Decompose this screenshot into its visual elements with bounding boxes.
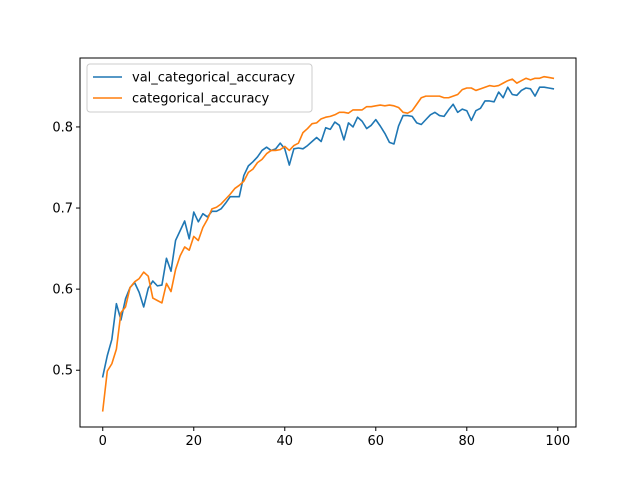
x-tick-label: 100 [545,434,570,449]
legend-label-0: val_categorical_accuracy [132,71,295,86]
legend-box [86,63,313,113]
x-tick-label: 60 [368,434,385,449]
legend: val_categorical_accuracy categorical_accu… [86,63,313,113]
x-tick-label: 40 [276,434,293,449]
y-tick-label: 0.6 [52,283,73,298]
series-line-1 [101,75,555,412]
y-tick-label: 0.5 [52,364,73,379]
series-line-0 [101,86,555,378]
y-tick-label: 0.7 [52,202,73,217]
x-tick-label: 20 [185,434,202,449]
x-tick-label: 0 [99,434,107,449]
x-tick-label: 80 [459,434,476,449]
x-axis: 0 20 40 60 80 100 [99,427,570,449]
y-tick-label: 0.8 [52,120,73,135]
y-axis: 0.5 0.6 0.7 0.8 [52,120,80,379]
axes-frame [79,57,577,428]
plot-lines [101,75,555,412]
legend-label-1: categorical_accuracy [132,92,270,107]
